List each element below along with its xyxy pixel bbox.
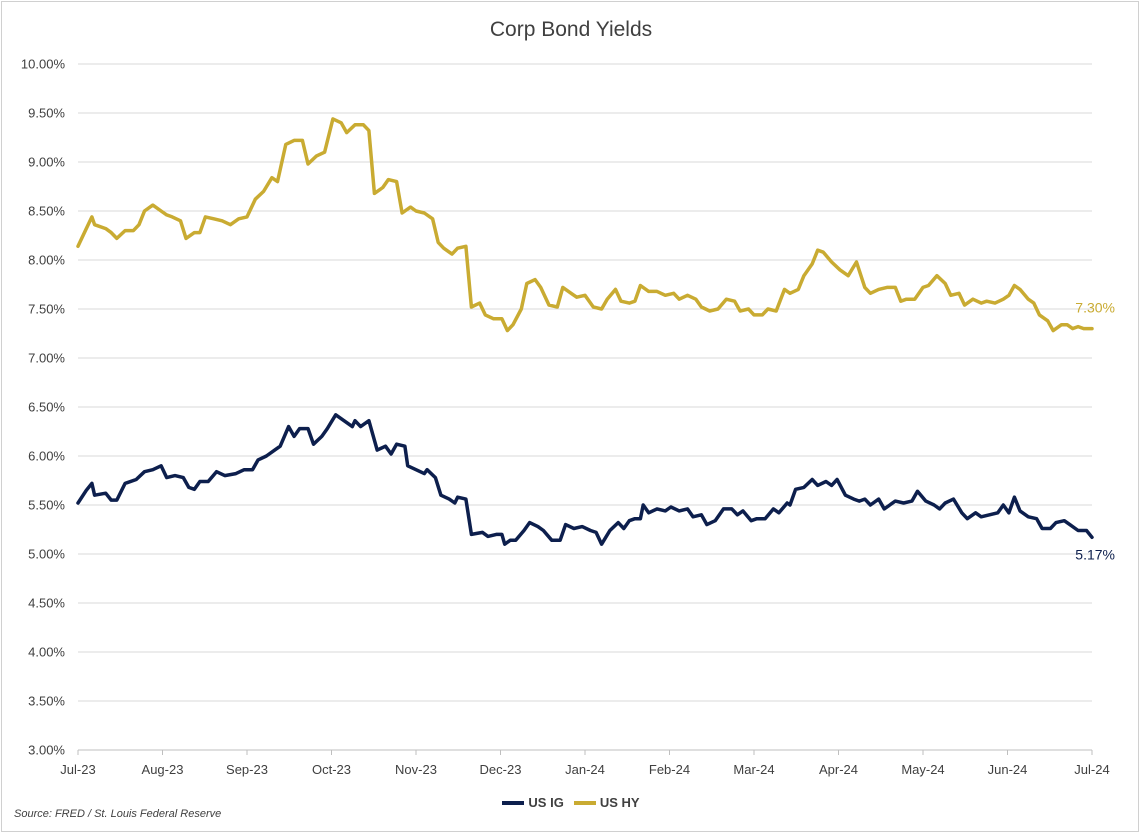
- x-tick-label: May-24: [901, 762, 944, 777]
- x-tick-label: Dec-23: [480, 762, 522, 777]
- x-tick-label: Jun-24: [988, 762, 1028, 777]
- y-tick-label: 3.50%: [28, 694, 65, 709]
- y-tick-label: 8.00%: [28, 253, 65, 268]
- legend-item-us-ig: US IG: [502, 795, 564, 810]
- legend-swatch: [573, 800, 596, 805]
- end-label-us-hy: 7.30%: [1075, 300, 1115, 316]
- legend-label: US HY: [599, 795, 640, 810]
- legend-label: US IG: [528, 795, 564, 810]
- series-line-us-ig: [76, 413, 1094, 546]
- gridlines: [78, 63, 1092, 702]
- y-tick-label: 8.50%: [28, 204, 65, 219]
- series-lines: [76, 117, 1094, 546]
- y-tick-label: 4.50%: [28, 596, 65, 611]
- end-labels: 5.17% 7.30%: [1075, 300, 1115, 563]
- legend: US IG US HY: [0, 795, 1142, 810]
- end-label-us-ig: 5.17%: [1075, 546, 1115, 562]
- x-tick-label: Aug-23: [142, 762, 184, 777]
- x-tick-label: Jan-24: [565, 762, 605, 777]
- legend-item-us-hy: US HY: [573, 795, 640, 810]
- x-axis: Jul-23 Aug-23 Sep-23 Oct-23 Nov-23 Dec-23 Jan-…: [60, 749, 1110, 777]
- y-tick-label: 9.50%: [28, 106, 65, 121]
- x-tick-label: Apr-24: [819, 762, 858, 777]
- y-tick-label: 5.00%: [28, 547, 65, 562]
- y-tick-label: 5.50%: [28, 498, 65, 513]
- x-tick-label: Oct-23: [312, 762, 351, 777]
- x-tick-label: Nov-23: [395, 762, 437, 777]
- source-note: Source: FRED / St. Louis Federal Reserve: [14, 808, 222, 820]
- y-tick-label: 4.00%: [28, 645, 65, 660]
- y-tick-label: 6.00%: [28, 449, 65, 464]
- y-axis-tick-labels: 3.00% 3.50% 4.00% 4.50% 5.00% 5.50% 6.00% 6.50%…: [21, 57, 66, 758]
- y-tick-label: 6.50%: [28, 400, 65, 415]
- legend-swatch: [502, 800, 525, 805]
- y-tick-label: 9.00%: [28, 155, 65, 170]
- y-tick-label: 10.00%: [21, 57, 66, 72]
- x-tick-label: Jul-24: [1074, 762, 1109, 777]
- chart-title: Corp Bond Yields: [489, 18, 653, 41]
- x-tick-label: Mar-24: [733, 762, 774, 777]
- y-tick-label: 7.00%: [28, 351, 65, 366]
- series-line-us-hy: [76, 117, 1094, 333]
- x-tick-label: Sep-23: [226, 762, 268, 777]
- x-tick-label: Feb-24: [649, 762, 690, 777]
- y-tick-label: 7.50%: [28, 302, 65, 317]
- x-tick-label: Jul-23: [60, 762, 95, 777]
- y-tick-label: 3.00%: [28, 743, 65, 758]
